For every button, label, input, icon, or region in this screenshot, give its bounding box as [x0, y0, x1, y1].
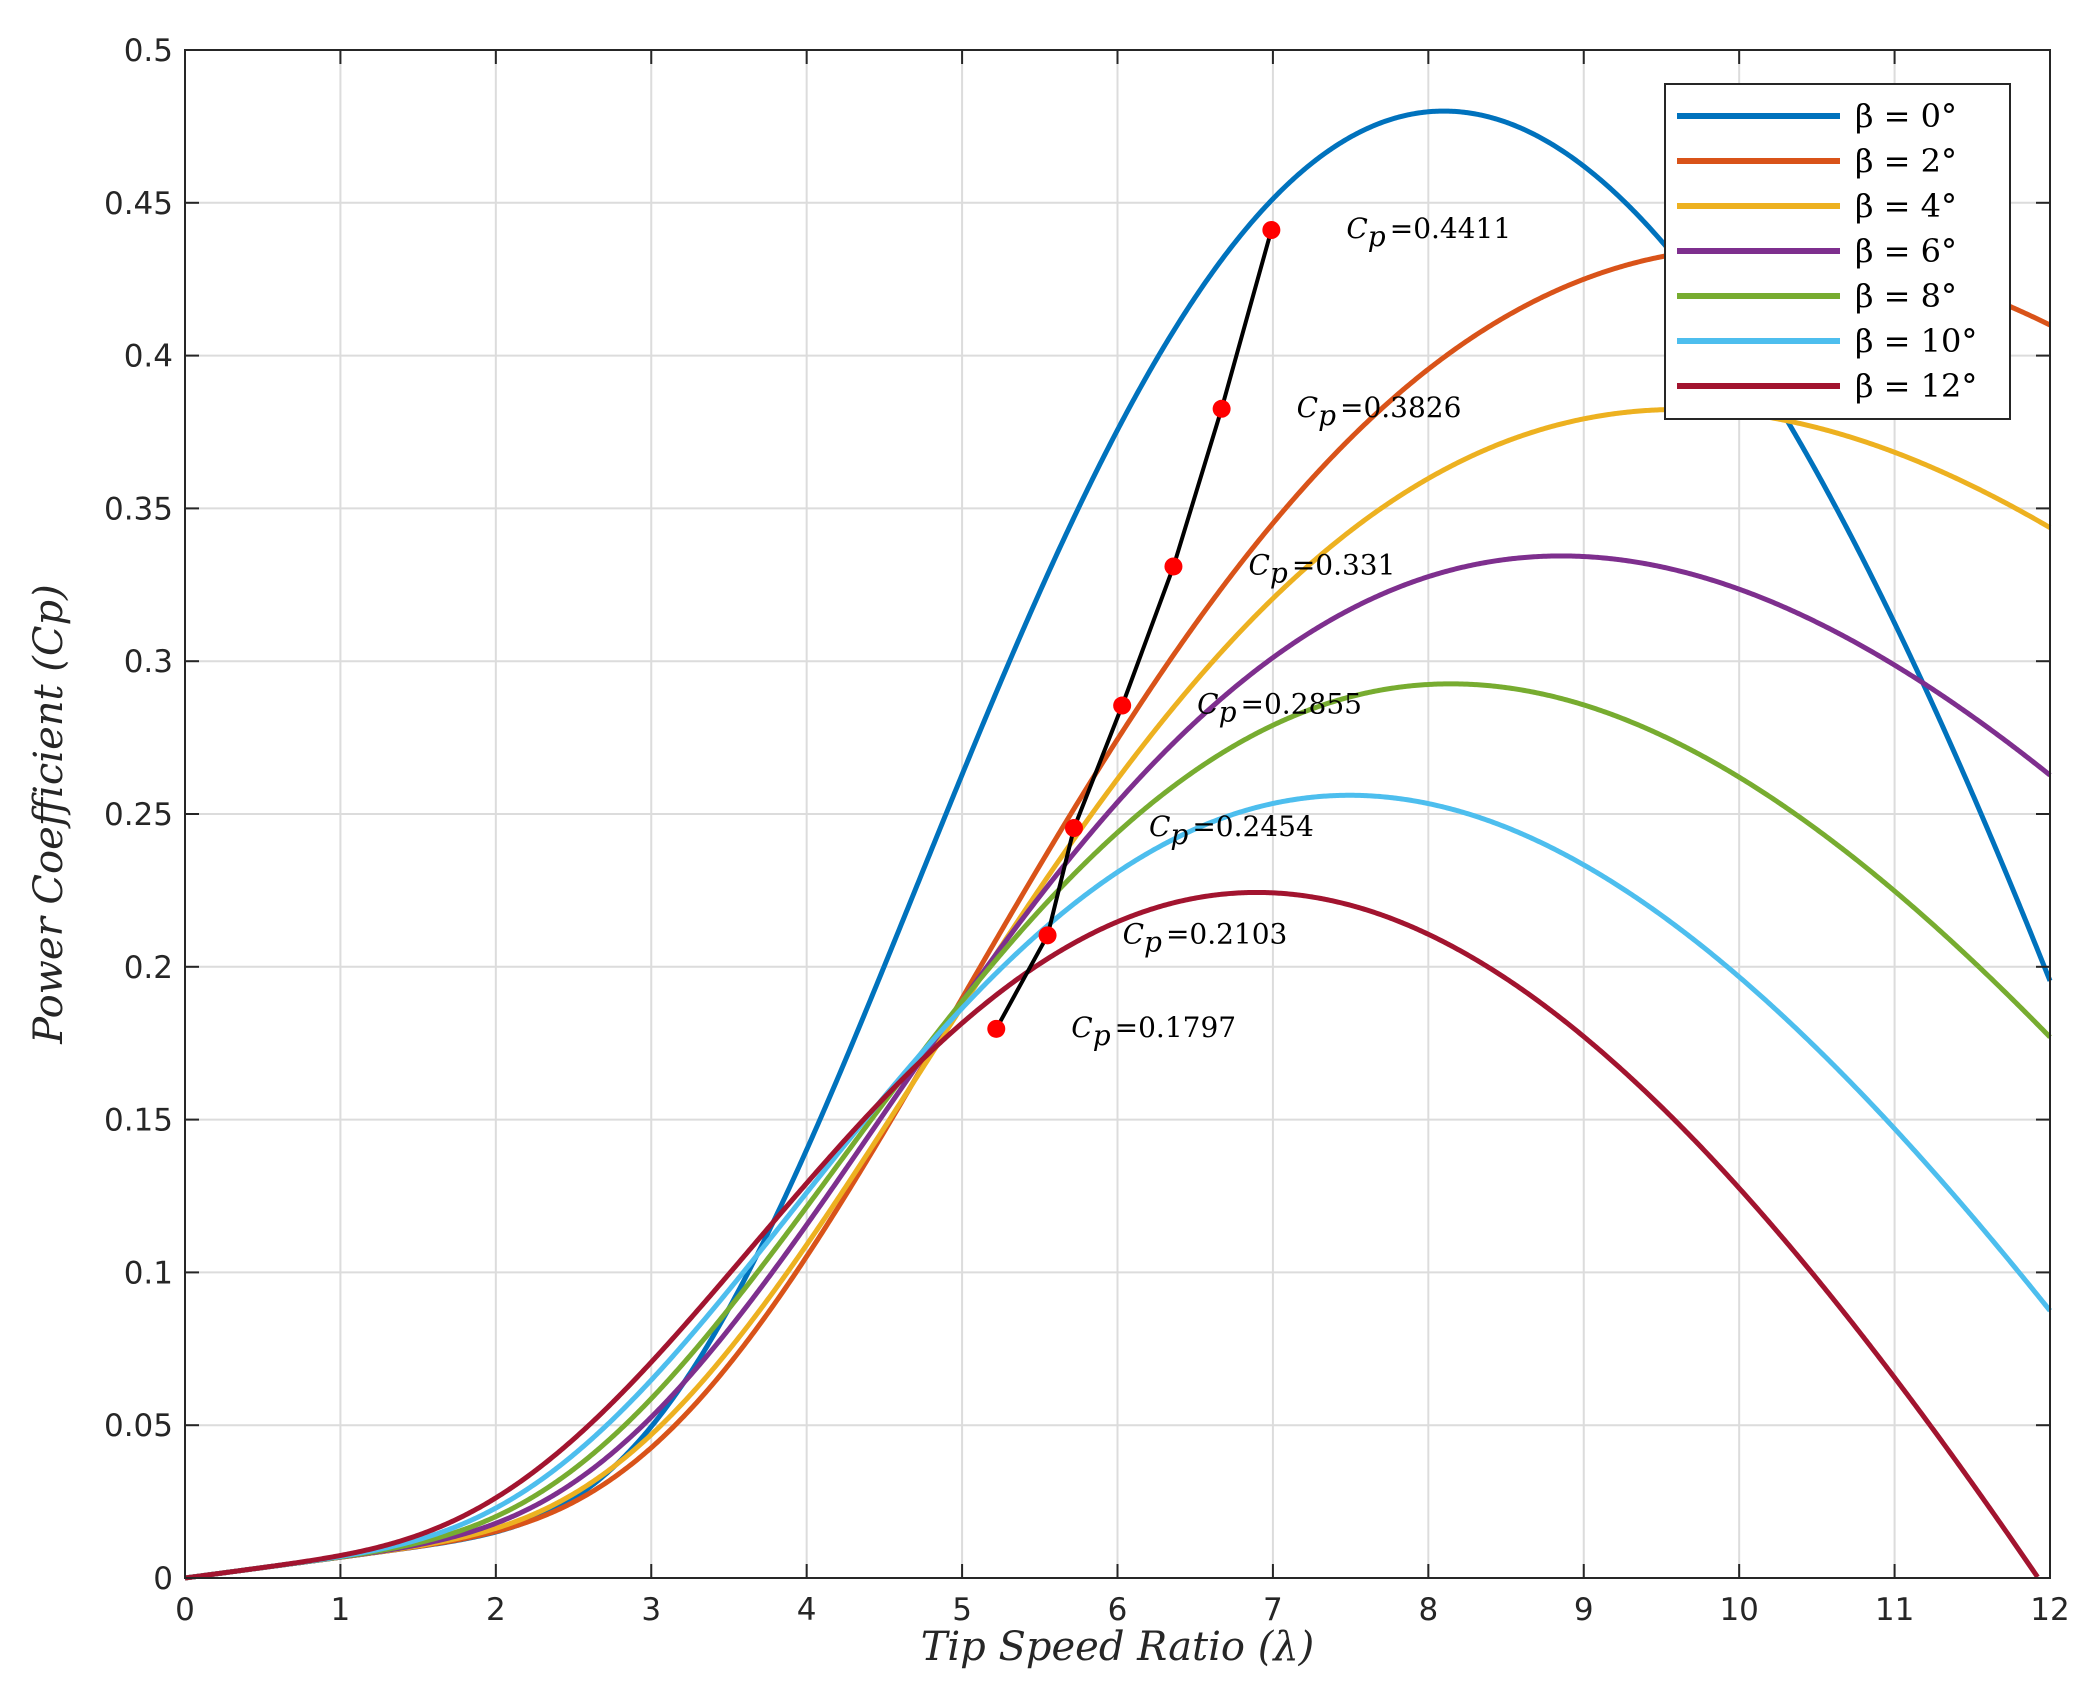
- mpp-marker: [1064, 819, 1083, 838]
- legend-label: β = 4°: [1855, 187, 1957, 225]
- legend-label: β = 0°: [1855, 97, 1957, 135]
- mpp-marker: [1113, 696, 1132, 715]
- x-tick-label: 12: [2030, 1592, 2069, 1628]
- x-tick-label: 10: [1719, 1592, 1758, 1628]
- legend-label: β = 6°: [1855, 232, 1957, 270]
- peak-annotation: Cp =0.331: [1248, 548, 1395, 589]
- ticks: 0 1 2 3 4 5 6 7 8 9 10 11 1200.050.10.150.20.250.30.…: [104, 33, 2070, 1628]
- axis-titles: Tip Speed Ratio (λ) Power Coefficient (Cp…: [26, 584, 1314, 1670]
- peak-annotation: Cp =0.1797: [1071, 1011, 1236, 1052]
- mpp-track: [987, 220, 1281, 1038]
- peak-annotation: Cp =0.2855: [1197, 688, 1362, 729]
- series-line: [184, 889, 2040, 1581]
- y-tick-label: 0.35: [104, 491, 173, 527]
- y-tick-label: 0.1: [124, 1255, 173, 1291]
- x-axis-title: Tip Speed Ratio (λ): [921, 1624, 1315, 1670]
- legend: β = 0° β = 2° β = 4° β = 6° β = 8° β = 10° β =…: [1664, 83, 2011, 420]
- y-tick-label: 0.5: [124, 33, 173, 69]
- legend-label: β = 12°: [1855, 367, 1977, 405]
- mpp-marker: [1038, 926, 1057, 945]
- x-tick-label: 9: [1574, 1592, 1594, 1628]
- legend-label: β = 8°: [1855, 277, 1957, 315]
- y-tick-label: 0: [153, 1561, 173, 1597]
- x-tick-label: 2: [486, 1592, 506, 1628]
- peak-annotation: Cp =0.3826: [1297, 391, 1462, 432]
- series-line: [184, 792, 2052, 1581]
- grid: [184, 49, 2051, 1579]
- y-axis-title: Power Coefficient (Cp): [26, 584, 72, 1044]
- y-tick-label: 0.25: [104, 797, 173, 833]
- x-tick-label: 8: [1418, 1592, 1438, 1628]
- mpp-marker: [1262, 220, 1281, 239]
- mpp-marker: [1212, 399, 1231, 418]
- y-tick-label: 0.2: [124, 950, 173, 986]
- series-line: [184, 553, 2052, 1581]
- series-line: [184, 681, 2052, 1581]
- y-tick-label: 0.3: [124, 644, 173, 680]
- y-tick-label: 0.05: [104, 1408, 173, 1444]
- peak-annotation: Cp =0.4411: [1346, 212, 1511, 253]
- x-tick-label: 5: [952, 1592, 972, 1628]
- x-tick-label: 7: [1263, 1592, 1283, 1628]
- peak-annotation: Cp =0.2103: [1123, 917, 1288, 958]
- legend-label: β = 10°: [1855, 322, 1977, 360]
- peak-annotation: Cp =0.2454: [1149, 810, 1314, 851]
- x-tick-label: 3: [641, 1592, 661, 1628]
- annotations: Cp =0.4411 Cp =0.3826 Cp =0.331 Cp =0.2855 Cp =0.…: [1071, 212, 1511, 1052]
- x-tick-label: 6: [1108, 1592, 1128, 1628]
- mpp-marker: [1164, 557, 1183, 576]
- x-tick-label: 4: [797, 1592, 817, 1628]
- x-tick-label: 0: [175, 1592, 195, 1628]
- y-tick-label: 0.15: [104, 1103, 173, 1139]
- y-tick-label: 0.45: [104, 186, 173, 222]
- legend-label: β = 2°: [1855, 142, 1957, 180]
- y-tick-label: 0.4: [124, 339, 173, 375]
- x-tick-label: 1: [331, 1592, 351, 1628]
- x-tick-label: 11: [1875, 1592, 1914, 1628]
- mpp-marker: [987, 1019, 1006, 1038]
